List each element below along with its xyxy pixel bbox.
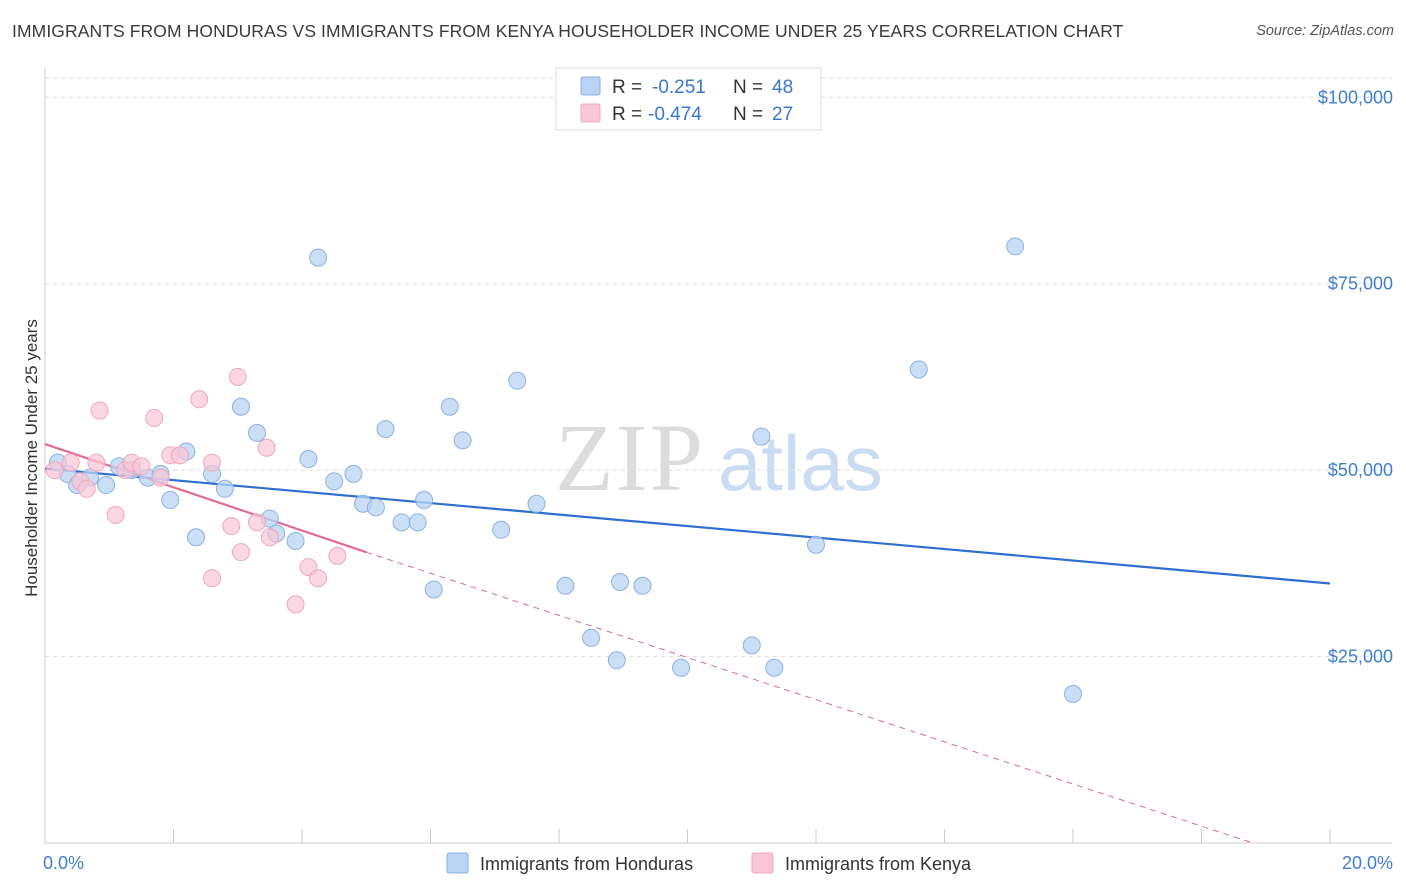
point-honduras-25 [376,420,395,439]
point-honduras-37 [607,651,626,670]
point-honduras-40 [672,658,691,677]
point-kenya-15 [203,453,222,472]
point-honduras-27 [408,513,427,532]
point-honduras-13 [215,479,234,498]
point-honduras-43 [765,658,784,677]
tick-labels: $25,000 $50,000 $75,000 $100,000 [1318,87,1393,666]
point-honduras-34 [527,494,546,513]
point-kenya-18 [231,543,250,562]
point-kenya-25 [77,479,96,498]
legend-r-label-kenya: R = [612,104,642,125]
point-kenya-17 [228,367,247,386]
point-honduras-44 [807,535,825,554]
point-kenya-13 [190,390,209,409]
x-tick-label-max: 20.0% [1342,853,1393,873]
point-honduras-42 [752,427,771,446]
point-honduras-46 [1006,237,1025,256]
point-honduras-9 [161,490,180,509]
series-honduras [48,237,1082,703]
point-kenya-9 [145,408,164,427]
point-honduras-14 [231,397,250,416]
point-honduras-32 [492,520,511,539]
point-kenya-8 [132,457,151,476]
legend-swatch-kenya [580,103,601,123]
point-honduras-21 [325,472,344,491]
point-honduras-36 [582,628,601,647]
point-honduras-11 [186,528,205,547]
y-tick-label-2: $75,000 [1328,274,1393,294]
series-kenya [45,367,347,614]
point-honduras-15 [248,423,267,442]
bottom-legend-swatch-honduras [446,852,469,874]
watermark-zip: ZIP [555,404,705,511]
legend-n-label-honduras: N = [733,77,763,98]
legend-r-label-honduras: R = [612,77,642,98]
point-honduras-28 [415,490,434,509]
point-honduras-22 [344,464,363,483]
y-tick-label-0: $25,000 [1328,647,1393,667]
point-kenya-19 [257,438,276,457]
legend-n-value-honduras: 48 [772,77,793,98]
point-kenya-14 [203,569,222,588]
point-honduras-24 [366,498,385,517]
source-label: Source: ZipAtlas.com [1256,23,1394,39]
point-kenya-21 [286,595,305,614]
point-honduras-31 [453,431,472,450]
point-honduras-30 [440,397,459,416]
point-kenya-23 [309,569,328,588]
point-kenya-10 [151,468,170,487]
bottom-legend-label-kenya: Immigrants from Kenya [785,854,972,874]
trend-line-kenya-extension [366,551,1254,844]
point-honduras-45 [909,360,928,379]
grid [45,77,1392,658]
trend-line-honduras [44,467,1331,585]
axes [44,68,1392,844]
legend-n-label-kenya: N = [733,104,763,125]
chart-title: IMMIGRANTS FROM HONDURAS VS IMMIGRANTS F… [12,21,1124,41]
legend-n-value-kenya: 27 [772,104,793,125]
correlation-legend: R = -0.251 N = 48 R = -0.474 N = 27 [555,67,822,131]
point-kenya-3 [87,453,106,472]
point-kenya-12 [170,446,189,465]
point-honduras-35 [556,576,575,595]
watermark-atlas: atlas [718,419,883,507]
legend-r-value-kenya: -0.474 [648,104,702,125]
point-kenya-26 [248,513,267,532]
point-honduras-19 [299,449,318,468]
point-honduras-18 [286,531,305,550]
point-kenya-1 [61,453,80,472]
point-kenya-0 [45,461,64,480]
y-axis-label: Householder Income Under 25 years [22,319,41,597]
point-honduras-39 [633,576,652,595]
point-kenya-20 [260,528,279,547]
y-tick-label-1: $50,000 [1328,460,1393,480]
point-honduras-33 [508,371,527,390]
legend-swatch-honduras [580,76,601,96]
y-tick-label-3: $100,000 [1318,87,1393,107]
point-honduras-4 [97,476,116,495]
point-honduras-41 [742,636,761,655]
series-legend: Immigrants from Honduras Immigrants from… [446,852,972,874]
point-honduras-29 [424,580,443,599]
point-honduras-20 [309,248,328,267]
legend-r-value-honduras: -0.251 [652,77,706,98]
point-kenya-5 [106,505,125,524]
point-honduras-26 [392,513,411,532]
point-honduras-38 [611,573,630,591]
bottom-legend-label-honduras: Immigrants from Honduras [480,854,693,874]
x-tick-label-min: 0.0% [43,853,84,873]
point-honduras-47 [1064,684,1082,703]
point-kenya-4 [90,401,109,420]
bottom-legend-swatch-kenya [751,852,774,874]
point-kenya-16 [222,517,241,536]
point-kenya-24 [328,546,347,565]
